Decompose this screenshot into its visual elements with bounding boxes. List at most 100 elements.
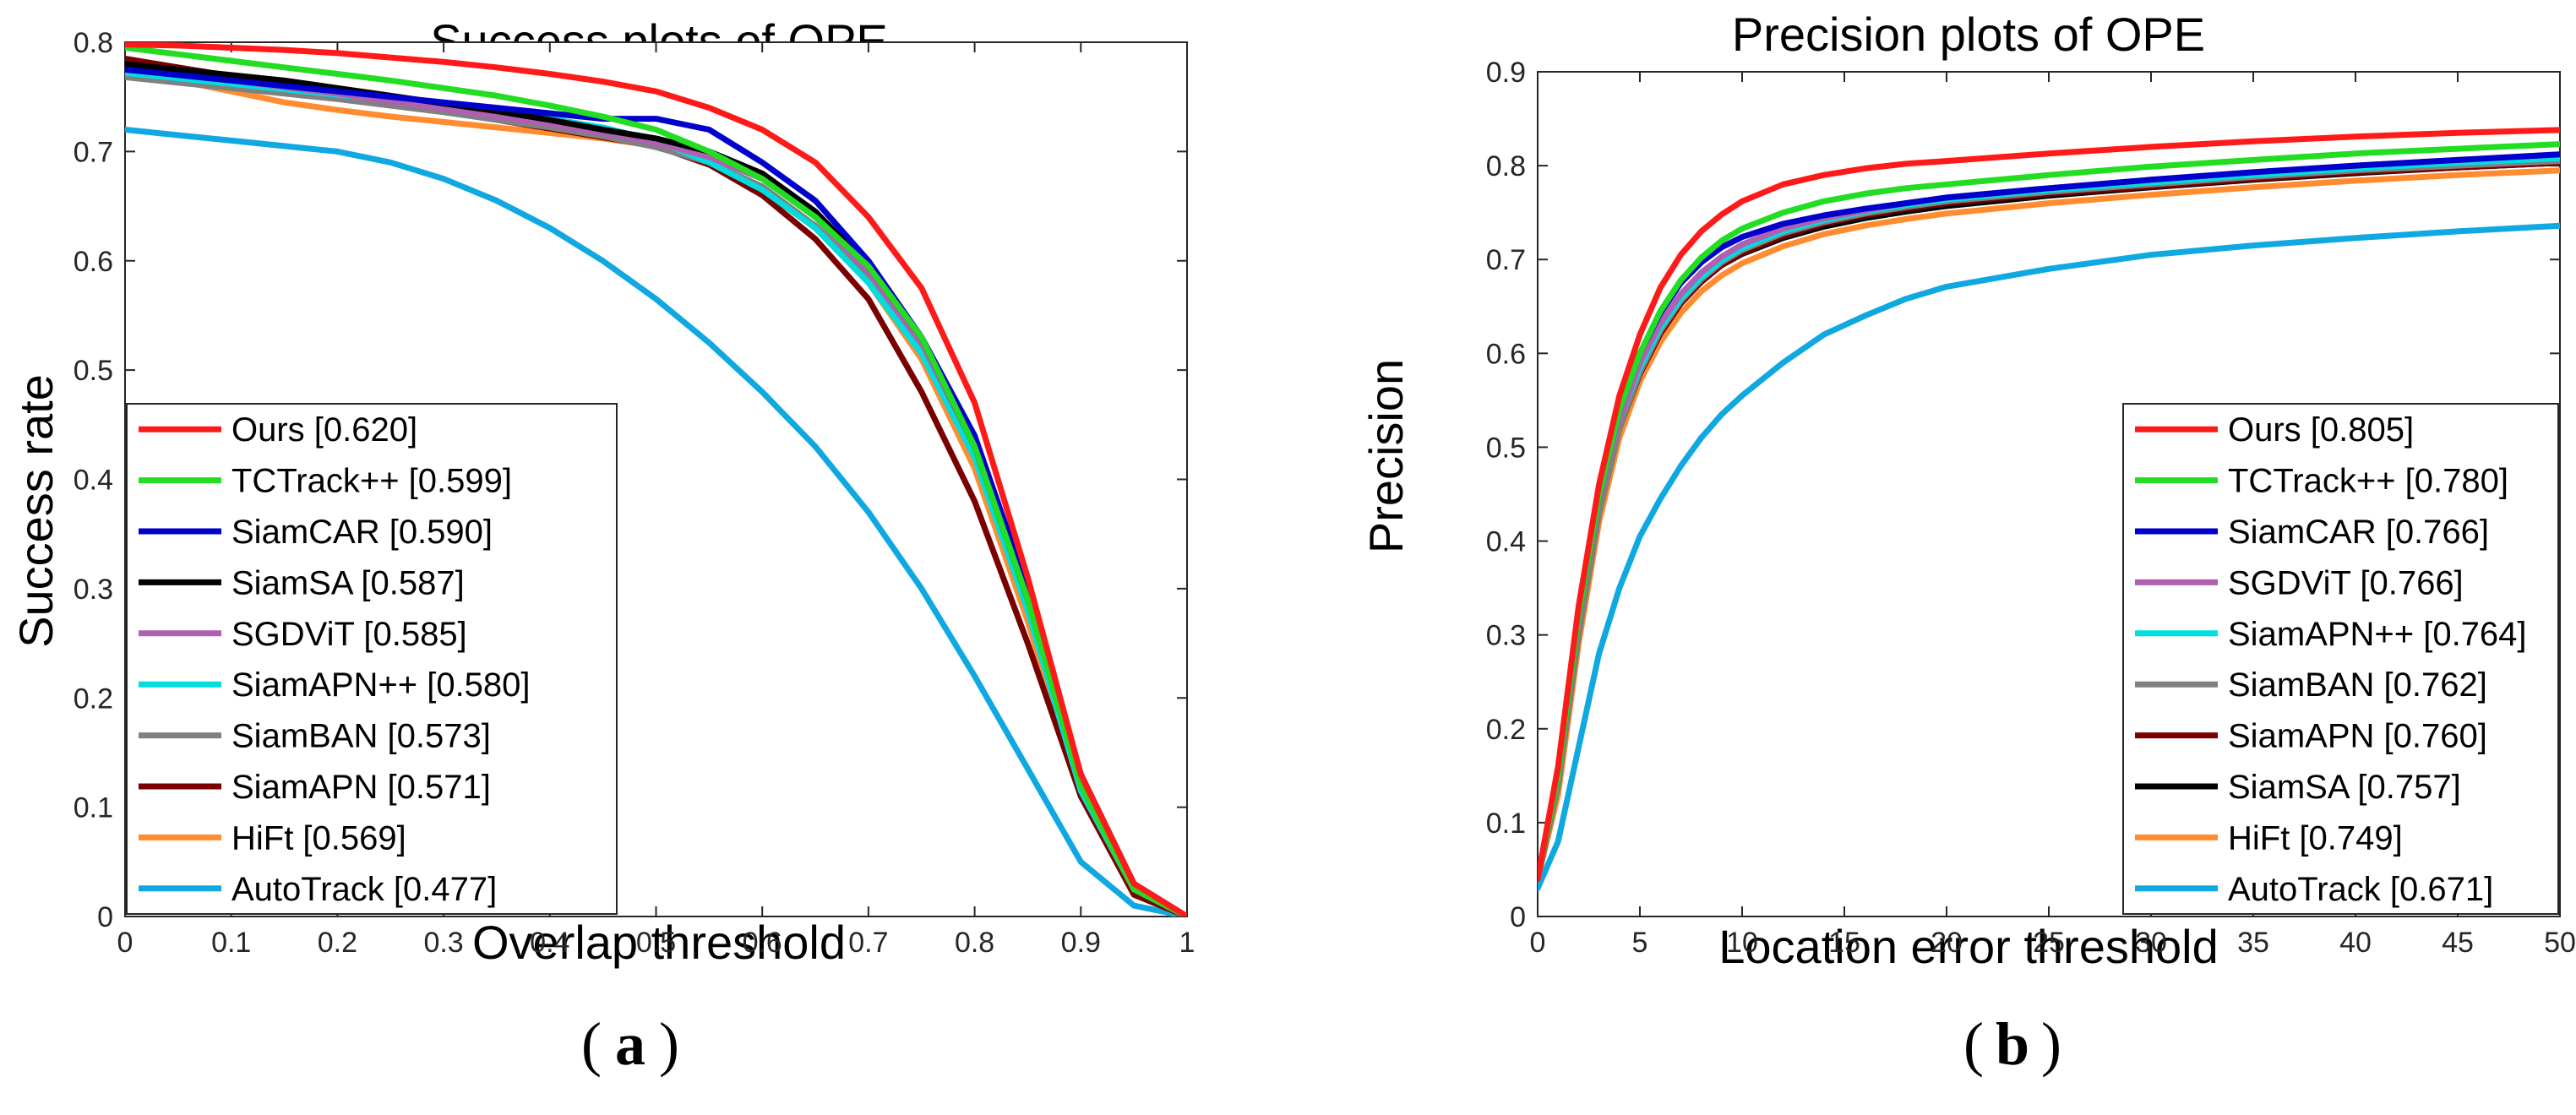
x-tick-label: 35: [2237, 927, 2269, 959]
legend: Ours [0.620] TCTrack++ [0.599] SiamCAR [0.…: [126, 403, 618, 915]
series-line-autotrack: [1538, 222, 2560, 892]
legend-label: SiamAPN [0.760]: [2228, 718, 2487, 755]
y-tick-label: 0.7: [1486, 244, 1526, 276]
plot-area: 0 5 10 15 20 25 30 35 40 45 50 0 0.1 0.2 0.3 0.4 0.5 0.6 0…: [1486, 57, 2576, 959]
y-tick-label: 0.1: [74, 792, 113, 824]
x-tick-label: 0.9: [1061, 927, 1101, 959]
legend-label: AutoTrack [0.671]: [2228, 871, 2493, 908]
x-tick-label: 0: [117, 927, 133, 959]
y-tick-label: 0.7: [74, 136, 113, 168]
legend-item: SiamAPN [0.760]: [2135, 718, 2487, 755]
series-line-autotrack: [125, 127, 1187, 916]
series-line-ours: [125, 42, 1187, 916]
panel-label-letter: b: [1996, 1010, 2029, 1078]
x-tick-label: 0: [1530, 927, 1546, 959]
legend-label: HiFt [0.569]: [231, 819, 406, 857]
y-tick-label: 0.6: [1486, 338, 1526, 370]
legend-item: SiamSA [0.587]: [139, 564, 465, 601]
legend-label: Ours [0.620]: [231, 411, 417, 449]
legend-label: SiamAPN [0.571]: [231, 769, 491, 806]
x-tick-label: 0.7: [848, 927, 888, 959]
panel-label-close-paren: ): [2041, 1010, 2061, 1078]
legend-item: SiamAPN++ [0.580]: [139, 666, 531, 704]
legend-label: Ours [0.805]: [2228, 411, 2414, 449]
legend-label: SiamAPN++ [0.764]: [2228, 616, 2527, 653]
panel-label-close-paren: ): [659, 1010, 679, 1078]
x-tick-label: 1: [1179, 927, 1195, 959]
legend-item: SiamAPN [0.571]: [139, 769, 491, 806]
legend-box: [2122, 403, 2559, 915]
y-tick-label: 0.3: [1486, 620, 1526, 652]
legend-label: TCTrack++ [0.780]: [2228, 463, 2508, 500]
x-tick-label: 30: [2135, 927, 2167, 959]
x-axis-label: Overlap threshold: [472, 916, 846, 969]
legend-item: SiamCAR [0.590]: [139, 514, 493, 551]
x-tick-label: 0.4: [530, 927, 569, 959]
legend-label: SiamSA [0.587]: [231, 564, 465, 601]
x-tick-label: 10: [1726, 927, 1758, 959]
panel-label-open-paren: (: [581, 1010, 602, 1078]
chart-title: Precision plots of OPE: [1732, 8, 2205, 61]
legend-item: SGDViT [0.766]: [2135, 564, 2464, 601]
series-line-ours: [1538, 127, 2560, 883]
y-tick-label: 0: [1510, 901, 1526, 933]
y-axis-label: Success rate: [9, 374, 63, 648]
x-tick-label: 0.8: [955, 927, 994, 959]
precision-plot-panel: Precision plots of OPE Precision Locatio…: [1359, 8, 2576, 1078]
x-tick-label: 50: [2544, 927, 2576, 959]
legend-label: HiFt [0.749]: [2228, 819, 2403, 857]
legend-item: TCTrack++ [0.599]: [139, 463, 512, 500]
x-tick-label: 0.6: [743, 927, 782, 959]
series-line-siamcar: [125, 66, 1187, 916]
legend-item: Ours [0.805]: [2135, 411, 2414, 449]
legend-item: SGDViT [0.585]: [139, 616, 467, 653]
legend-label: SGDViT [0.585]: [231, 616, 467, 653]
x-tick-label: 5: [1632, 927, 1648, 959]
legend-item: AutoTrack [0.477]: [139, 871, 497, 908]
x-tick-label: 15: [1828, 927, 1860, 959]
x-tick-label: 40: [2339, 927, 2372, 959]
panel-label-open-paren: (: [1963, 1010, 1984, 1078]
legend-item: SiamAPN++ [0.764]: [2135, 616, 2527, 653]
legend-item: HiFt [0.749]: [2135, 819, 2403, 857]
series-line-tctrackplusplus: [125, 45, 1187, 916]
panel-label: ( a ): [581, 1010, 679, 1078]
legend-label: SGDViT [0.766]: [2228, 564, 2464, 601]
y-tick-label: 0.2: [1486, 714, 1526, 746]
x-tick-label: 45: [2442, 927, 2474, 959]
x-tick-label: 0.3: [423, 927, 463, 959]
legend-label: SiamBAN [0.762]: [2228, 666, 2487, 704]
legend: Ours [0.805] TCTrack++ [0.780] SiamCAR [0.…: [2122, 403, 2559, 915]
legend-item: AutoTrack [0.671]: [2135, 871, 2493, 908]
y-tick-label: 0.1: [1486, 808, 1526, 840]
y-tick-label: 0.6: [74, 246, 113, 278]
x-axis-label: Location error threshold: [1718, 920, 2218, 973]
series-lines: [125, 42, 1187, 916]
legend-item: TCTrack++ [0.780]: [2135, 463, 2508, 500]
y-tick-label: 0: [97, 901, 113, 933]
legend-label: TCTrack++ [0.599]: [231, 463, 512, 500]
y-tick-label: 0.4: [1486, 526, 1526, 558]
x-tick-label: 0.1: [211, 927, 251, 959]
legend-label: SiamAPN++ [0.580]: [231, 666, 531, 704]
y-axis-label: Precision: [1359, 359, 1413, 553]
legend-item: SiamCAR [0.766]: [2135, 514, 2489, 551]
y-tick-label: 0.3: [74, 574, 113, 606]
legend-label: AutoTrack [0.477]: [231, 871, 497, 908]
y-tick-label: 0.8: [74, 27, 113, 59]
y-tick-label: 0.9: [1486, 57, 1526, 89]
plot-area: 0 0.1 0.2 0.3 0.4 0.5 0.6 0.7 0.8 0.9 1 0 0.1 0.2 0.3 0…: [74, 27, 1195, 959]
y-tick-label: 0.8: [1486, 150, 1526, 182]
legend-item: SiamSA [0.757]: [2135, 769, 2461, 806]
x-tick-label: 25: [2033, 927, 2065, 959]
legend-label: SiamSA [0.757]: [2228, 769, 2461, 806]
success-plot-panel: Success plots of OPE Success rate Overla…: [9, 14, 1195, 1078]
legend-label: SiamCAR [0.590]: [231, 514, 493, 551]
legend-label: SiamCAR [0.766]: [2228, 514, 2489, 551]
x-tick-label: 0.2: [318, 927, 357, 959]
legend-label: SiamBAN [0.573]: [231, 718, 491, 755]
legend-item: HiFt [0.569]: [139, 819, 406, 857]
legend-item: SiamBAN [0.762]: [2135, 666, 2487, 704]
series-lines: [1538, 127, 2560, 892]
